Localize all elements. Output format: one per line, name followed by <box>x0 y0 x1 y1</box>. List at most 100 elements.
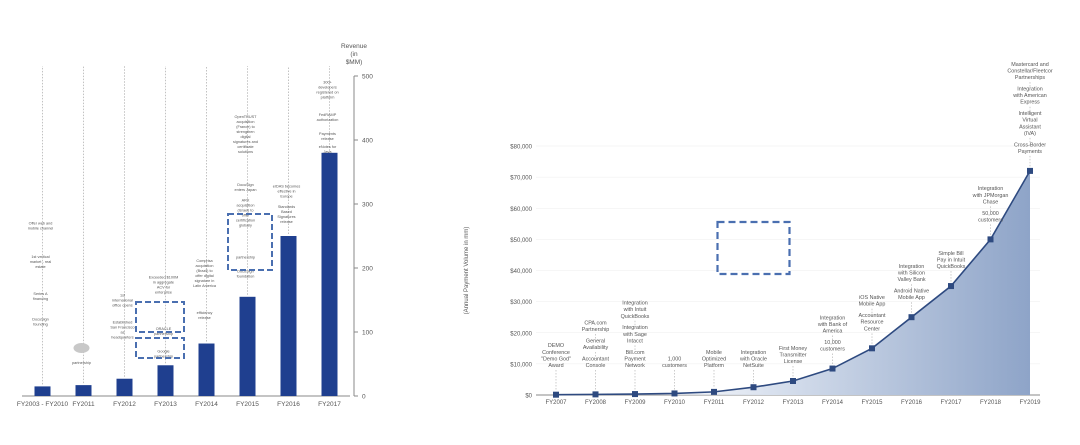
revenue-bar <box>34 386 51 396</box>
y-tick-label: $10,000 <box>510 362 532 368</box>
x-tick-label: FY2015 <box>236 401 259 408</box>
cloud-icon <box>73 343 90 353</box>
milestone-annotation: FedRAMP authorization <box>317 113 339 122</box>
data-point-marker <box>750 384 757 391</box>
x-tick-label: FY2019 <box>1019 400 1041 406</box>
y-tick-label: 100 <box>362 330 373 337</box>
data-point-marker <box>829 365 836 372</box>
x-tick-label: FY2012 <box>113 401 136 408</box>
y-axis-label: Revenue (in $MM) <box>341 43 367 66</box>
x-tick-label: FY2011 <box>704 400 725 406</box>
y-tick-label: 300 <box>362 202 373 209</box>
x-tick-label: FY2012 <box>743 400 765 406</box>
milestone-annotation: partnership <box>236 255 255 259</box>
milestone-annotation: Integration with Intuit QuickBooks <box>621 301 650 320</box>
milestone-annotation: efficiency release <box>197 311 213 320</box>
milestone-annotation: 10,000 customers <box>820 340 845 353</box>
y-tick-label: $20,000 <box>510 331 532 337</box>
milestone-annotation: Comprisa acquisition (Brazil) to offer digi… <box>193 259 217 288</box>
highlight-box <box>227 213 273 271</box>
milestone-annotation: Intelligent Virtual Assistant (IVA) <box>1018 111 1042 137</box>
x-tick-label: FY2014 <box>195 401 218 408</box>
x-tick-label: FY2016 <box>277 401 300 408</box>
milestone-annotation: Mastercard and Constellar/Fleetcor Partner… <box>1007 62 1052 81</box>
data-point-marker <box>671 390 678 397</box>
milestone-annotation: Standards Based Signatures release <box>277 205 295 224</box>
milestone-annotation: Cross-Border Payments <box>1014 142 1046 155</box>
revenue-bar <box>75 385 92 396</box>
milestone-annotation: Payments release <box>319 132 336 141</box>
milestone-annotation: 1st international office opens <box>112 293 133 307</box>
y-tick-label: $30,000 <box>510 300 532 306</box>
milestone-annotation: Mobile Optimized Platform <box>702 350 726 369</box>
y-tick-label: $0 <box>525 394 532 400</box>
x-tick-label: FY2010 <box>664 400 686 406</box>
x-tick-label: FY2007 <box>545 400 567 406</box>
milestone-annotation: Integration with Bank of America <box>817 315 848 334</box>
data-point-marker <box>592 391 599 398</box>
milestone-annotation: partnership <box>72 361 91 365</box>
payment-volume-area-chart: $0 $10,000 $20,000 $30,000 $40,000 $50,000 $60… <box>464 62 1053 406</box>
milestone-annotation: First Money Transmitter License <box>779 346 807 365</box>
revenue-bar <box>157 365 174 396</box>
data-point-marker <box>908 314 915 321</box>
x-tick-label: FY2017 <box>318 401 341 408</box>
x-tick-label: FY2015 <box>861 400 883 406</box>
data-point-marker <box>632 391 638 398</box>
y-tick-label: 400 <box>362 138 373 145</box>
milestone-annotation: DocuSign founding <box>32 318 48 327</box>
milestone-annotation: DocuSign foundation <box>237 270 255 279</box>
y-tick-label: 0 <box>362 394 366 401</box>
y-axis-label: (Annual Payment Volume in mm) <box>464 227 470 315</box>
x-tick-label: FY2016 <box>901 400 923 406</box>
milestone-annotation: CPA.com Partnership <box>582 320 610 333</box>
data-point-marker <box>1027 167 1033 174</box>
milestone-annotation: Android Native Mobile App <box>894 289 929 302</box>
milestone-annotation: General Availability <box>583 338 609 351</box>
milestone-annotation: DEMO Conference "Demo God" Award <box>541 343 571 369</box>
milestone-annotation: Google partnership <box>154 350 173 359</box>
milestone-annotation: eNotes for Java <box>319 145 337 154</box>
highlight-box <box>135 337 185 359</box>
x-tick-label: FY2014 <box>822 400 844 406</box>
revenue-bar <box>198 343 215 396</box>
milestone-annotation: 1st vertical market - real estate <box>30 255 51 269</box>
milestone-annotation: Simple Bill Pay in Intuit QuickBooks <box>937 251 966 270</box>
x-tick-label: FY2008 <box>585 400 607 406</box>
milestone-annotation: ARX acquisition (Israel) to offer certificat… <box>236 198 255 227</box>
x-tick-label: FY2013 <box>154 401 177 408</box>
revenue-bar <box>321 152 338 396</box>
revenue-bar <box>116 378 133 396</box>
x-tick-label: FY2009 <box>624 400 646 406</box>
x-tick-label: FY2003 - FY2010 <box>17 401 69 408</box>
highlight-box <box>716 220 791 276</box>
revenue-bar <box>280 236 297 396</box>
data-point-marker <box>790 377 796 384</box>
y-tick-label: 200 <box>362 266 373 273</box>
x-tick-label: FY2018 <box>980 400 1002 406</box>
milestone-annotation: Accountant Resource Center <box>859 313 886 332</box>
y-tick-label: $70,000 <box>510 176 532 182</box>
milestone-annotation: Exceeded $100M in aggregate ACV for enterpr… <box>149 276 179 295</box>
milestone-annotation: Integration with American Express <box>1012 87 1047 106</box>
milestone-annotation: eIDAS becomes effective in Europe <box>273 185 301 199</box>
milestone-annotation: 300+ developers registered on platform <box>316 80 338 99</box>
milestone-annotation: ORACLE partnership <box>154 327 173 336</box>
milestone-annotation: Bill.com Payment Network <box>624 350 646 369</box>
data-point-marker <box>553 391 559 398</box>
payment-volume-area <box>556 170 1030 395</box>
data-point-marker <box>987 236 994 243</box>
y-tick-label: $40,000 <box>510 269 532 275</box>
milestone-annotation: 50,000 customers <box>978 211 1003 224</box>
milestone-annotation: Offer web and mobile channel <box>28 222 54 231</box>
data-point-marker <box>948 283 954 290</box>
y-tick-label: 500 <box>362 74 373 81</box>
x-tick-label: FY2011 <box>72 401 95 408</box>
milestone-annotation: DocuSign enters Japan <box>235 183 257 192</box>
data-point-marker <box>869 345 875 352</box>
highlight-box <box>135 301 185 333</box>
milestone-annotation: Accountant Console <box>582 356 609 369</box>
y-tick-label: $80,000 <box>510 145 532 151</box>
data-point-marker <box>711 388 717 395</box>
